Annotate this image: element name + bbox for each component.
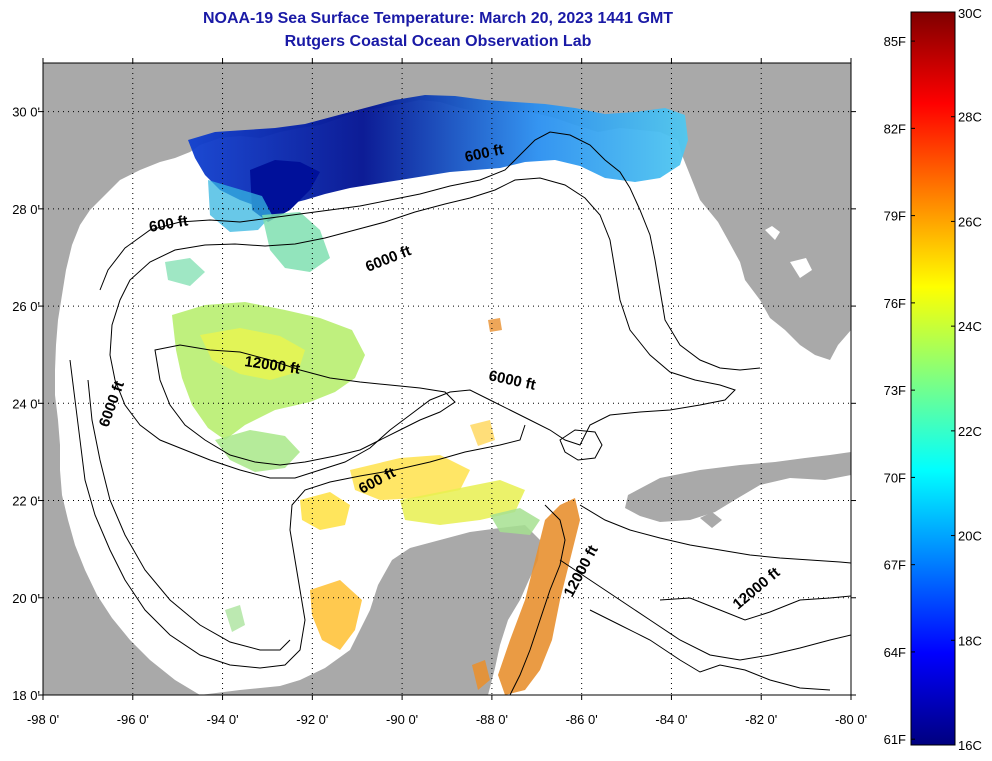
lon-tick-label: -96 0' (117, 712, 149, 727)
lon-tick-label: -98 0' (27, 712, 59, 727)
lon-tick-label: -82 0' (745, 712, 777, 727)
colorbar-celsius-label: 18C (958, 633, 982, 648)
temperature-colorbar: 30C 28C 26C 24C 22C 20C 18C 16C 85F 82F 79F 76F 73F 7… (884, 6, 982, 753)
contour-caribbean-3 (589, 609, 831, 691)
contour-yucatan-channel (509, 504, 566, 695)
lon-tick-label: -94 0' (206, 712, 238, 727)
cuba-land (625, 452, 851, 522)
colorbar-celsius-label: 28C (958, 110, 982, 125)
lon-tick-label: -92 0' (296, 712, 328, 727)
lon-tick-label: -80 0' (835, 712, 867, 727)
contour-600ft-north (99, 131, 761, 371)
map-area: 600 ft 600 ft 600 ft 6000 ft 6000 ft 600… (43, 63, 851, 695)
lon-tick-label: -84 0' (655, 712, 687, 727)
contour-caribbean-2 (559, 559, 851, 661)
map-frame (42, 62, 852, 696)
contour-12000ft-abyssal (154, 344, 456, 466)
colorbar-fahrenheit-label: 61F (884, 732, 906, 747)
colorbar-gradient (910, 11, 956, 746)
contour-caribbean-4 (659, 595, 851, 621)
lat-tick-label: 24 0' (12, 396, 40, 411)
lon-tick-label: -88 0' (476, 712, 508, 727)
map-title: NOAA-19 Sea Surface Temperature: March 2… (203, 10, 673, 27)
lat-tick-label: 18 0' (12, 688, 40, 703)
yucatan-peninsula-land (200, 525, 540, 695)
colorbar-celsius-label: 26C (958, 214, 982, 229)
contour-6000ft-ring (109, 177, 736, 479)
colorbar-celsius-label: 22C (958, 424, 982, 439)
lon-tick-label: -86 0' (566, 712, 598, 727)
lon-tick-label: -90 0' (386, 712, 418, 727)
colorbar-fahrenheit-label: 70F (884, 470, 906, 485)
colorbar-celsius-label: 24C (958, 319, 982, 334)
lat-tick-label: 26 0' (12, 299, 40, 314)
colorbar-labels: 30C 28C 26C 24C 22C 20C 18C 16C 85F 82F 79F 76F 73F 7… (884, 6, 982, 753)
lat-tick-label: 20 0' (12, 591, 40, 606)
colorbar-fahrenheit-label: 64F (884, 645, 906, 660)
bathymetry-contours (69, 131, 851, 695)
colorbar-fahrenheit-label: 85F (884, 34, 906, 49)
map-subtitle: Rutgers Coastal Ocean Observation Lab (285, 33, 592, 50)
contour-6000ft-east-hook (559, 429, 603, 461)
colorbar-fahrenheit-label: 76F (884, 296, 906, 311)
lat-tick-label: 22 0' (12, 494, 40, 509)
map-axes: -98 0' -96 0' -94 0' -92 0' -90 0' -88 0' -86 … (12, 58, 867, 727)
colorbar-celsius-label: 20C (958, 529, 982, 544)
colorbar-fahrenheit-label: 73F (884, 383, 906, 398)
colorbar-fahrenheit-label: 82F (884, 121, 906, 136)
lat-tick-label: 30 0' (12, 105, 40, 120)
lat-lon-gridlines (43, 63, 851, 695)
colorbar-celsius-label: 16C (958, 738, 982, 753)
contour-600ft-south-shelf (69, 359, 526, 669)
lat-tick-label: 28 0' (12, 202, 40, 217)
us-gulf-coast-land (43, 63, 851, 695)
contour-label-600ft-west: 600 ft (148, 212, 190, 236)
colorbar-fahrenheit-label: 79F (884, 209, 906, 224)
contour-caribbean-1 (579, 504, 851, 564)
contour-6000ft-west (87, 379, 291, 651)
colorbar-fahrenheit-label: 67F (884, 558, 906, 573)
colorbar-celsius-label: 30C (958, 6, 982, 21)
